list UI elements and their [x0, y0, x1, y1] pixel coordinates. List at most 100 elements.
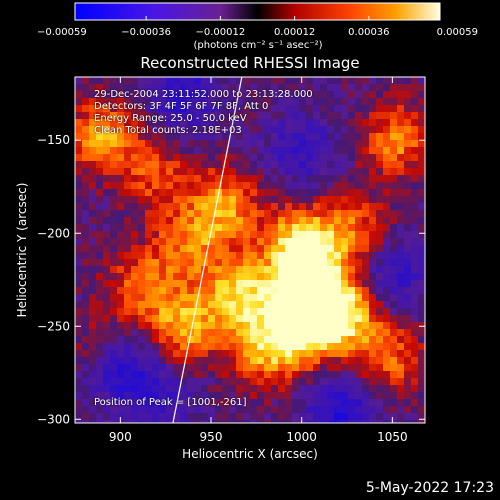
heatmap-cell — [418, 406, 425, 413]
heatmap-cell — [383, 168, 390, 175]
heatmap-cell — [341, 182, 348, 189]
heatmap-cell — [194, 140, 201, 147]
heatmap-cell — [229, 315, 236, 322]
heatmap-cell — [180, 196, 187, 203]
heatmap-cell — [75, 336, 82, 343]
heatmap-cell — [355, 168, 362, 175]
heatmap-cell — [250, 378, 257, 385]
heatmap-cell — [397, 266, 404, 273]
heatmap-cell — [404, 203, 411, 210]
heatmap-cell — [96, 84, 103, 91]
heatmap-cell — [208, 91, 215, 98]
heatmap-cell — [257, 203, 264, 210]
heatmap-cell — [138, 336, 145, 343]
heatmap-cell — [278, 203, 285, 210]
heatmap-cell — [411, 203, 418, 210]
heatmap-cell — [341, 161, 348, 168]
heatmap-cell — [355, 154, 362, 161]
heatmap-cell — [369, 147, 376, 154]
heatmap-cell — [257, 182, 264, 189]
heatmap-cell — [320, 91, 327, 98]
heatmap-cell — [411, 280, 418, 287]
heatmap-cell — [362, 189, 369, 196]
heatmap-cell — [145, 161, 152, 168]
heatmap-cell — [117, 399, 124, 406]
heatmap-cell — [103, 210, 110, 217]
heatmap-cell — [250, 252, 257, 259]
heatmap-cell — [250, 350, 257, 357]
heatmap-cell — [89, 336, 96, 343]
heatmap-cell — [313, 343, 320, 350]
heatmap-cell — [187, 231, 194, 238]
heatmap-cell — [334, 420, 341, 423]
heatmap-cell — [187, 98, 194, 105]
heatmap-cell — [348, 175, 355, 182]
heatmap-cell — [278, 413, 285, 420]
heatmap-cell — [327, 357, 334, 364]
heatmap-cell — [236, 238, 243, 245]
heatmap-cell — [138, 161, 145, 168]
heatmap-cell — [96, 238, 103, 245]
heatmap-cell — [327, 371, 334, 378]
heatmap-cell — [152, 161, 159, 168]
heatmap-cell — [117, 329, 124, 336]
heatmap-cell — [194, 343, 201, 350]
heatmap-cell — [96, 273, 103, 280]
heatmap-cell — [236, 294, 243, 301]
heatmap-cell — [89, 273, 96, 280]
heatmap-cell — [327, 238, 334, 245]
heatmap-cell — [243, 168, 250, 175]
heatmap-cell — [180, 189, 187, 196]
heatmap-cell — [348, 287, 355, 294]
heatmap-cell — [145, 91, 152, 98]
heatmap-cell — [124, 364, 131, 371]
heatmap-cell — [285, 77, 292, 84]
heatmap-cell — [292, 266, 299, 273]
heatmap-cell — [257, 133, 264, 140]
heatmap-cell — [334, 119, 341, 126]
heatmap-cell — [369, 203, 376, 210]
colorbar — [74, 2, 441, 21]
heatmap-cell — [243, 357, 250, 364]
heatmap-cell — [75, 371, 82, 378]
heatmap-cell — [229, 189, 236, 196]
heatmap-cell — [166, 119, 173, 126]
heatmap-cell — [418, 154, 425, 161]
heatmap-cell — [327, 147, 334, 154]
heatmap-cell — [152, 112, 159, 119]
heatmap-cell — [215, 133, 222, 140]
heatmap-cell — [327, 133, 334, 140]
heatmap-cell — [278, 161, 285, 168]
heatmap-cell — [271, 154, 278, 161]
heatmap-cell — [159, 364, 166, 371]
heatmap-cell — [201, 399, 208, 406]
heatmap-cell — [145, 126, 152, 133]
heatmap-cell — [250, 371, 257, 378]
heatmap-cell — [222, 147, 229, 154]
heatmap-cell — [138, 280, 145, 287]
heatmap-cell — [376, 336, 383, 343]
heatmap-cell — [215, 364, 222, 371]
heatmap-cell — [383, 196, 390, 203]
heatmap-cell — [285, 196, 292, 203]
heatmap-cell — [264, 406, 271, 413]
heatmap-cell — [131, 203, 138, 210]
heatmap-cell — [208, 301, 215, 308]
heatmap-cell — [397, 140, 404, 147]
heatmap-cell — [187, 315, 194, 322]
heatmap-cell — [138, 259, 145, 266]
heatmap-cell — [306, 280, 313, 287]
heatmap-cell — [397, 210, 404, 217]
heatmap-cell — [180, 294, 187, 301]
heatmap-cell — [411, 322, 418, 329]
heatmap-cell — [397, 252, 404, 259]
heatmap-cell — [390, 378, 397, 385]
heatmap-cell — [187, 273, 194, 280]
heatmap-cell — [362, 119, 369, 126]
heatmap-cell — [292, 371, 299, 378]
heatmap-cell — [271, 392, 278, 399]
heatmap-cell — [229, 287, 236, 294]
heatmap-cell — [264, 203, 271, 210]
heatmap-cell — [348, 161, 355, 168]
heatmap-cell — [110, 168, 117, 175]
